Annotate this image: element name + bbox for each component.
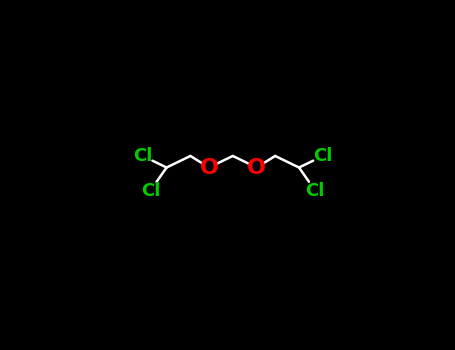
Text: Cl: Cl	[133, 147, 152, 165]
Text: Cl: Cl	[305, 182, 325, 199]
Text: Cl: Cl	[313, 147, 333, 165]
Text: Cl: Cl	[141, 182, 160, 199]
Text: O: O	[247, 158, 266, 177]
Text: O: O	[199, 158, 218, 177]
